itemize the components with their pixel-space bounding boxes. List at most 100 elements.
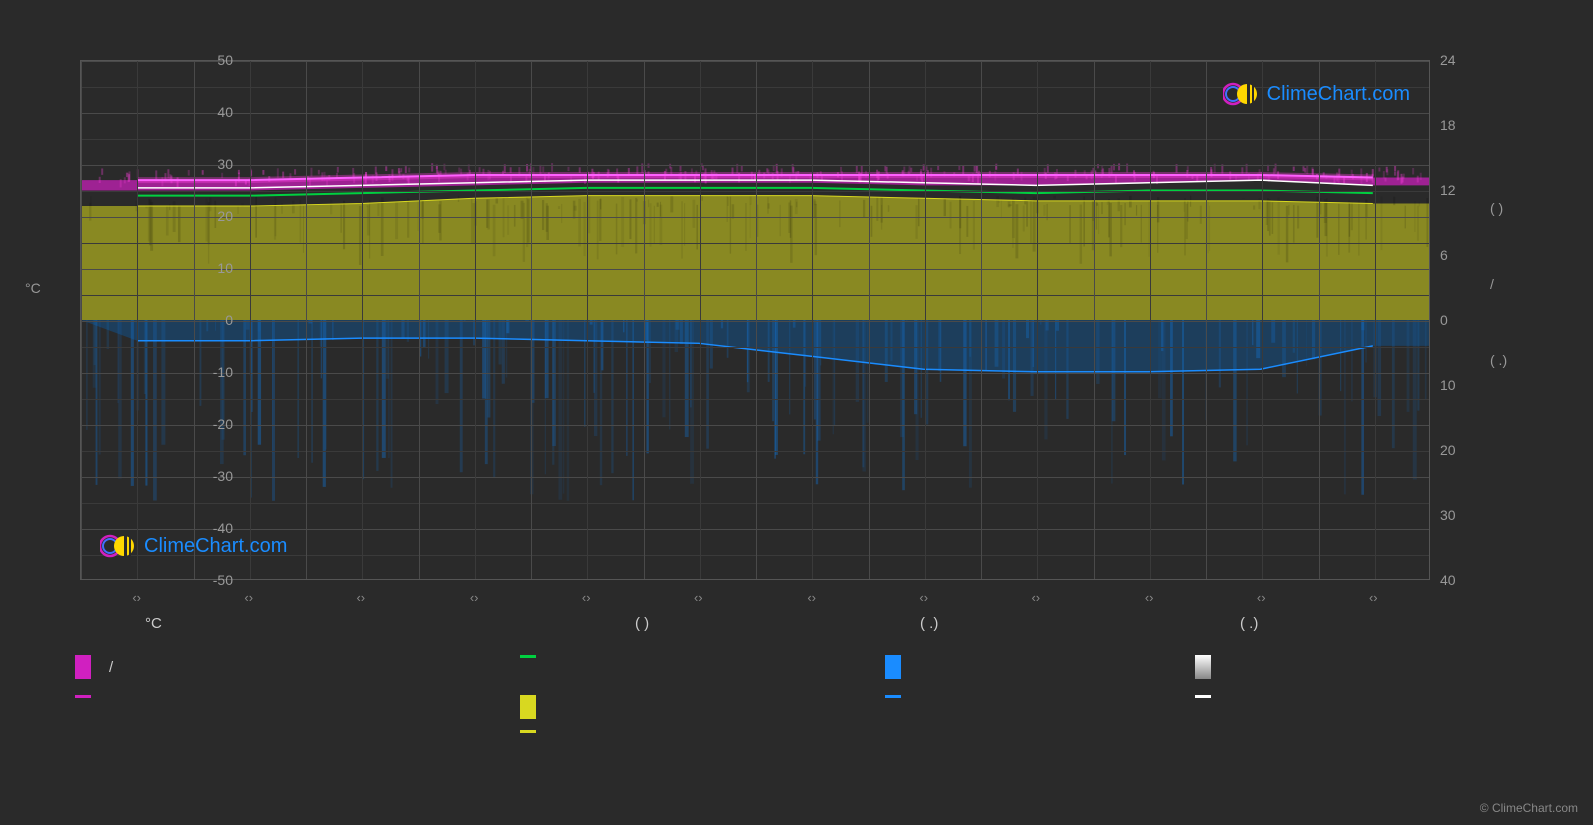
y-right-tick-top: 6 xyxy=(1440,247,1480,263)
grid-v xyxy=(981,61,982,579)
grid-h xyxy=(81,503,1429,504)
legend-swatch xyxy=(75,695,91,698)
y-right-axis-titles: ( ) / ( .) xyxy=(1490,200,1507,368)
logo-top: ClimeChart.com xyxy=(1223,80,1410,108)
y-left-tick: 0 xyxy=(183,312,233,328)
y-left-tick: -10 xyxy=(183,364,233,380)
y-right-tick-top: 24 xyxy=(1440,52,1480,68)
x-tick: ‹› xyxy=(694,590,703,605)
x-tick: ‹› xyxy=(356,590,365,605)
copyright-text: © ClimeChart.com xyxy=(1480,801,1578,815)
legend-label: / xyxy=(109,659,113,676)
grid-v xyxy=(531,61,532,579)
grid-h xyxy=(81,243,1429,244)
grid-h xyxy=(81,477,1429,478)
y-right-tick-top: 12 xyxy=(1440,182,1480,198)
grid-h xyxy=(81,217,1429,218)
x-tick: ‹› xyxy=(244,590,253,605)
legend-swatch xyxy=(75,655,91,679)
legend-swatch xyxy=(885,655,901,679)
y-right-tick-bottom: 30 xyxy=(1440,507,1480,523)
grid-v xyxy=(419,61,420,579)
y-right-tick-top: 18 xyxy=(1440,117,1480,133)
y-right-glyph-1: ( ) xyxy=(1490,200,1507,216)
grid-h xyxy=(81,295,1429,296)
y-left-tick: -40 xyxy=(183,520,233,536)
grid-v xyxy=(812,61,813,579)
legend-item xyxy=(885,695,919,698)
legend-swatch xyxy=(520,730,536,733)
legend-item xyxy=(520,655,554,658)
legend-item xyxy=(520,695,554,719)
y-left-axis-title: °C xyxy=(25,280,41,296)
legend-item: / xyxy=(75,655,113,679)
x-tick: ‹› xyxy=(1031,590,1040,605)
logo-text-bottom: ClimeChart.com xyxy=(144,535,287,558)
y-left-tick: 30 xyxy=(183,156,233,172)
y-right-tick-bottom: 40 xyxy=(1440,572,1480,588)
legend-item xyxy=(520,730,554,733)
grid-v xyxy=(250,61,251,579)
grid-v xyxy=(1206,61,1207,579)
grid-h xyxy=(81,373,1429,374)
grid-h xyxy=(81,529,1429,530)
legend-header-3: ( .) xyxy=(1240,615,1258,632)
legend-item xyxy=(1195,655,1229,679)
logo-text-top: ClimeChart.com xyxy=(1267,83,1410,106)
legend-item xyxy=(1195,695,1229,698)
y-right-tick-bottom: 20 xyxy=(1440,442,1480,458)
legend-item xyxy=(75,695,109,698)
grid-h xyxy=(81,113,1429,114)
grid-v xyxy=(1262,61,1263,579)
y-left-tick: 40 xyxy=(183,104,233,120)
y-right-tick-bottom: 10 xyxy=(1440,377,1480,393)
y-left-tick: -30 xyxy=(183,468,233,484)
grid-v xyxy=(475,61,476,579)
y-left-tick: 50 xyxy=(183,52,233,68)
logo-icon xyxy=(1223,80,1261,108)
grid-h xyxy=(81,321,1429,322)
y-left-tick: 10 xyxy=(183,260,233,276)
y-right-glyph-3: ( .) xyxy=(1490,352,1507,368)
grid-v xyxy=(587,61,588,579)
grid-h xyxy=(81,347,1429,348)
x-tick: ‹› xyxy=(1145,590,1154,605)
grid-h xyxy=(81,399,1429,400)
grid-v xyxy=(1375,61,1376,579)
y-left-tick: 20 xyxy=(183,208,233,224)
legend-item xyxy=(885,655,919,679)
grid-v xyxy=(1094,61,1095,579)
grid-v xyxy=(925,61,926,579)
grid-v xyxy=(700,61,701,579)
legend-swatch xyxy=(1195,695,1211,698)
legend-swatch xyxy=(885,695,901,698)
chart-container: ClimeChart.com ClimeChart.com xyxy=(80,60,1430,580)
grid-v xyxy=(644,61,645,579)
grid-v xyxy=(1037,61,1038,579)
x-tick: ‹› xyxy=(132,590,141,605)
grid-v xyxy=(869,61,870,579)
grid-h xyxy=(81,269,1429,270)
legend-header-1: ( ) xyxy=(635,615,649,632)
x-tick: ‹› xyxy=(919,590,928,605)
grid-v xyxy=(137,61,138,579)
grid-v xyxy=(362,61,363,579)
legend-swatch xyxy=(520,655,536,658)
x-tick: ‹› xyxy=(1369,590,1378,605)
grid-h xyxy=(81,139,1429,140)
grid-h xyxy=(81,165,1429,166)
y-right-glyph-2: / xyxy=(1490,276,1507,292)
logo-icon-bottom xyxy=(100,532,138,560)
legend-header-0: °C xyxy=(145,615,162,632)
grid-v xyxy=(1150,61,1151,579)
grid-h xyxy=(81,451,1429,452)
x-tick: ‹› xyxy=(1257,590,1266,605)
legend-header-2: ( .) xyxy=(920,615,938,632)
grid-v xyxy=(81,61,82,579)
x-tick: ‹› xyxy=(470,590,479,605)
x-tick: ‹› xyxy=(807,590,816,605)
legend-swatch xyxy=(1195,655,1211,679)
grid-v xyxy=(306,61,307,579)
y-left-tick: -50 xyxy=(183,572,233,588)
grid-v xyxy=(1319,61,1320,579)
